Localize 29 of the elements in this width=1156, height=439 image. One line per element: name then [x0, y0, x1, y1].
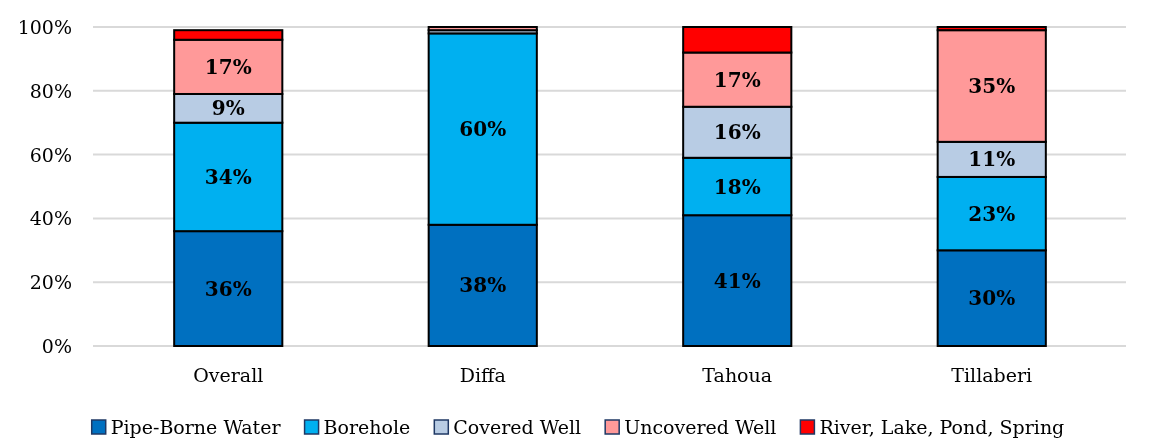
data-label: 35%: [968, 74, 1016, 99]
data-label: 23%: [968, 201, 1016, 226]
y-tick-label: 40%: [29, 207, 72, 230]
data-label: 34%: [204, 164, 252, 189]
legend-label: Covered Well: [453, 416, 582, 438]
y-tick-label: 80%: [29, 79, 72, 102]
x-tick-label: Diffa: [459, 364, 506, 386]
y-tick-label: 100%: [17, 16, 72, 38]
data-label: 16%: [713, 120, 761, 145]
data-label: 30%: [968, 286, 1016, 311]
x-tick-label: Tahoua: [702, 364, 773, 386]
data-label: 38%: [459, 273, 507, 298]
y-tick-label: 20%: [29, 271, 72, 294]
legend-label: Pipe-Borne Water: [110, 416, 282, 438]
data-label: 17%: [204, 54, 252, 79]
data-label: 9%: [211, 96, 245, 121]
data-label: 41%: [713, 268, 761, 293]
legend-label: Borehole: [323, 416, 411, 438]
x-tick-label: Tillaberi: [951, 364, 1033, 386]
legend-label: River, Lake, Pond, Spring: [819, 416, 1065, 438]
legend-label: Uncovered Well: [624, 416, 777, 438]
data-label: 17%: [713, 67, 761, 92]
x-tick-label: Overall: [193, 364, 264, 386]
data-label: 18%: [713, 174, 761, 199]
data-label: 36%: [204, 276, 252, 301]
data-label: 60%: [459, 117, 507, 142]
y-tick-label: 0%: [41, 335, 72, 357]
y-tick-label: 60%: [29, 143, 72, 166]
data-label: 11%: [968, 147, 1016, 172]
